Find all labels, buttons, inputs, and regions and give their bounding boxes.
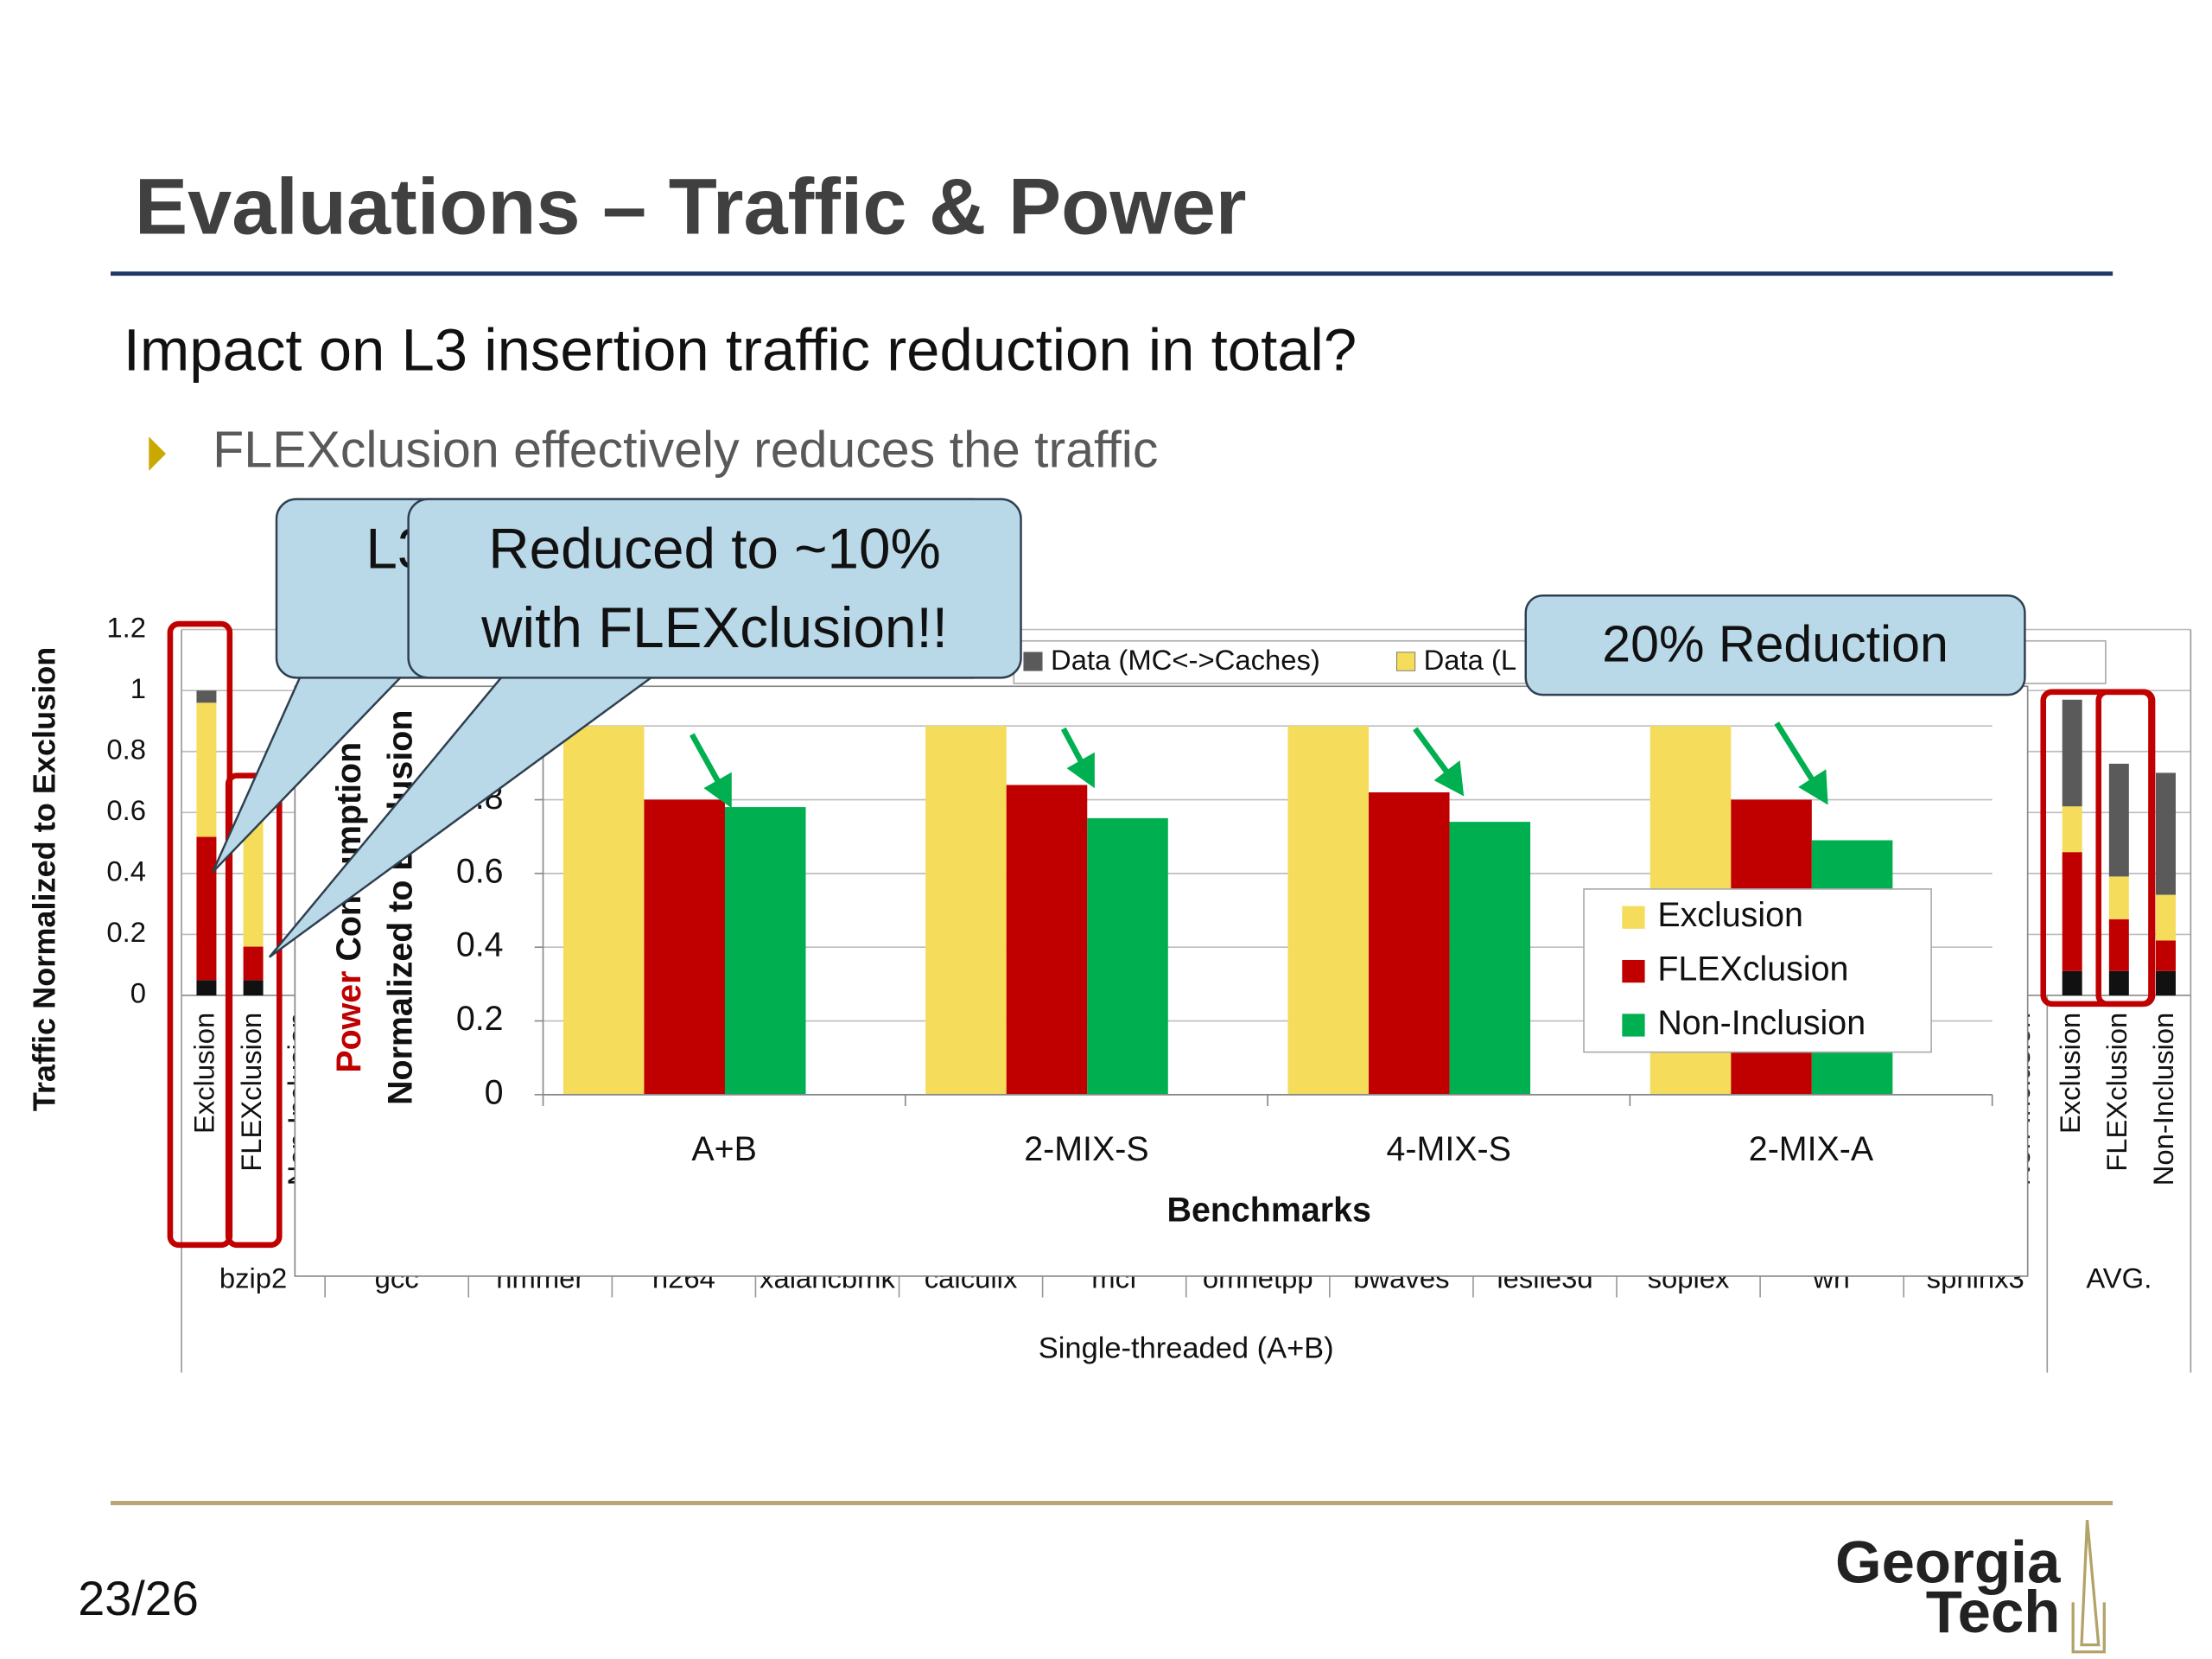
y-axis-label: Traffic Normalized to Exclusion	[27, 647, 62, 1112]
y-tick-label: 0.4	[106, 855, 146, 887]
bar-segment	[2108, 876, 2129, 919]
x-axis-label: Benchmarks	[1167, 1191, 1371, 1229]
x-tick-label: bzip2	[219, 1262, 287, 1294]
bar	[1369, 792, 1450, 1095]
bar-segment	[2108, 970, 2129, 995]
legend-label: Non-Inclusion	[1657, 1004, 1866, 1042]
legend-swatch	[1622, 906, 1645, 929]
bar-segment	[2156, 894, 2176, 941]
bar-segment	[196, 836, 217, 981]
bar	[1006, 785, 1088, 1095]
bar-segment	[243, 980, 264, 995]
y-tick-label: 1.2	[106, 611, 146, 643]
bar-segment	[196, 980, 217, 995]
x-tick-label: A+B	[691, 1130, 757, 1168]
bar-segment	[2156, 940, 2176, 971]
arrow	[689, 733, 723, 787]
logo-text: Tech	[1926, 1579, 2061, 1645]
callout-box	[407, 498, 1022, 679]
bar-segment	[243, 818, 264, 947]
bar-segment	[196, 690, 217, 703]
logo-tower	[2071, 1520, 2106, 1654]
bar	[925, 726, 1007, 1095]
bar-segment	[2108, 763, 2129, 877]
y-tick-label: 0.4	[456, 926, 504, 964]
x-tick-label: 4-MIX-S	[1387, 1130, 1511, 1168]
y-tick-label: 0.2	[106, 916, 146, 948]
arrow-head	[1066, 752, 1095, 789]
callout-box	[1524, 594, 2026, 696]
bar	[644, 799, 725, 1095]
bar-segment	[2062, 699, 2082, 807]
bar-segment	[2156, 772, 2176, 895]
legend-label: FLEXclusion	[1657, 950, 1848, 988]
heading: Impact on L3 insertion traffic reduction…	[124, 316, 1357, 383]
callout-text: with FLEXclusion!!	[480, 596, 948, 659]
power-chart: 00.20.40.60.81Power ConsumptionNormalize…	[294, 685, 2029, 1277]
y-tick-label: 0	[485, 1073, 504, 1111]
bar-segment	[2062, 970, 2082, 995]
arrow-head	[703, 772, 732, 809]
bar-label: FLEXclusion	[235, 1013, 267, 1172]
legend-swatch	[1023, 652, 1043, 671]
legend-label: Exclusion	[1657, 896, 1803, 934]
highlight-box	[225, 772, 283, 1249]
y-tick-label: 0.6	[106, 794, 146, 826]
y-tick-label: 1	[130, 672, 146, 704]
arrow-head	[1433, 760, 1465, 797]
arrows	[689, 721, 1828, 809]
x-tick-label: 2-MIX-A	[1749, 1130, 1874, 1168]
logo-text: Georgia	[1835, 1529, 2061, 1596]
bar	[1087, 817, 1168, 1095]
legend-label: Data (L	[1424, 644, 1517, 676]
bar-segment	[196, 702, 217, 837]
bar-label: Exclusion	[2054, 1013, 2086, 1134]
y-axis-label: Normalized to Exclusion	[381, 710, 419, 1105]
bar-segment	[2108, 918, 2129, 971]
bar-label: Exclusion	[188, 1013, 220, 1134]
legend-label: Data (MC<->Caches)	[1051, 644, 1320, 676]
bar-label: FLEXclusion	[2101, 1013, 2133, 1172]
legend-swatch	[1396, 652, 1416, 671]
callouts: L3 Reduced to ~10% with FLEXclusion!! 20…	[212, 498, 2026, 958]
x-tick-label: AVG.	[2086, 1262, 2152, 1294]
arrow	[1774, 721, 1818, 786]
callout-text: 20% Reduction	[1602, 616, 1948, 673]
arrow-head	[1798, 769, 1828, 805]
legend-swatch	[1622, 1014, 1645, 1037]
arrow	[1413, 727, 1453, 779]
bar	[563, 726, 645, 1095]
y-tick-label: 0	[130, 977, 146, 1009]
bullet-marker	[149, 436, 166, 471]
bar-segment	[243, 946, 264, 981]
bar-segment	[2156, 970, 2176, 995]
legend-swatch	[1622, 959, 1645, 983]
bar	[724, 807, 806, 1095]
slide-title: Evaluations – Traffic & Power	[135, 162, 1247, 251]
bar-segment	[2062, 806, 2082, 853]
page-number: 23/26	[78, 1571, 199, 1625]
highlight-box	[2095, 689, 2156, 1007]
y-tick-label: 0.6	[456, 852, 504, 890]
y-tick-label: 0.8	[106, 733, 146, 765]
arrow	[1060, 727, 1086, 767]
bar-segment	[2062, 852, 2082, 971]
x-axis-label: Single-threaded (A+B)	[1039, 1332, 1334, 1364]
bullet-text: FLEXclusion effectively reduces the traf…	[213, 422, 1158, 479]
bar-label: Non-Inclusion	[2147, 1013, 2179, 1186]
y-tick-label: 0.2	[456, 1000, 504, 1038]
y-axis-label-part: Power	[330, 971, 368, 1073]
x-tick-label: 2-MIX-S	[1024, 1130, 1148, 1168]
bar	[1449, 822, 1531, 1095]
callout-text: Reduced to ~10%	[488, 517, 941, 580]
bar	[1287, 726, 1369, 1095]
